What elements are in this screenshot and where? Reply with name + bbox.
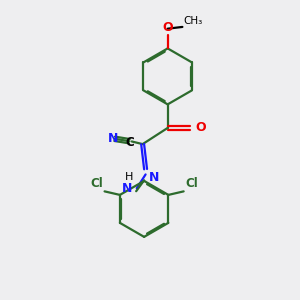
Text: H: H xyxy=(125,172,134,182)
Text: O: O xyxy=(162,21,173,34)
Text: N: N xyxy=(108,132,119,145)
Text: Cl: Cl xyxy=(185,177,198,190)
Text: N: N xyxy=(149,171,160,184)
Text: C: C xyxy=(126,136,134,148)
Text: O: O xyxy=(195,122,206,134)
Text: N: N xyxy=(122,182,133,195)
Text: CH₃: CH₃ xyxy=(184,16,203,26)
Text: Cl: Cl xyxy=(90,177,103,190)
